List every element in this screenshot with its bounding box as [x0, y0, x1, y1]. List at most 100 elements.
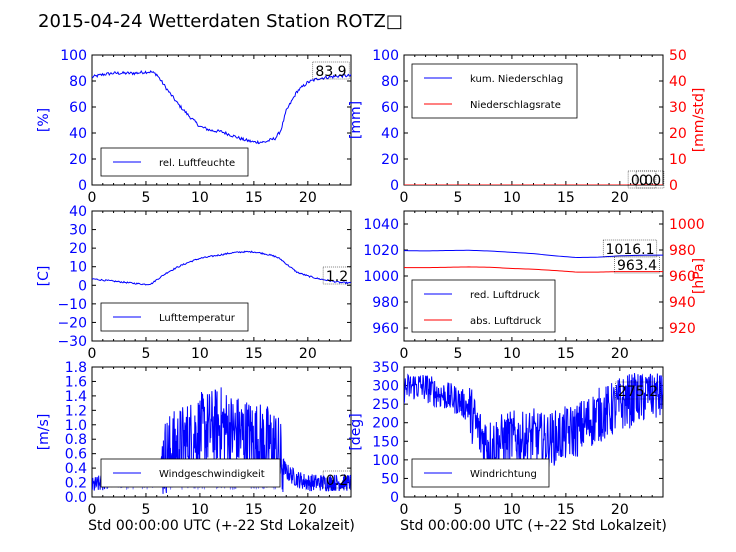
- value-annotation: 275.2: [618, 384, 658, 400]
- y-tick-label: 60: [381, 100, 399, 116]
- chart-precip: 0 5 10 15 20 0 20 40 60 80 100 [mm] 0 10 20 30 40 50 [mm/s…: [348, 48, 707, 206]
- x-tick-label: 20: [611, 346, 629, 362]
- x-axis-label: Std 00:00:00 UTC (+-22 Std Lokalzeit): [88, 518, 355, 534]
- x-tick-label: 15: [557, 502, 575, 518]
- x-axis-label: Std 00:00:00 UTC (+-22 Std Lokalzeit): [400, 518, 667, 534]
- legend-label: red. Luftdruck: [470, 290, 540, 301]
- series-line: [404, 373, 663, 469]
- legend-box: [411, 279, 556, 333]
- x-tick-label: 20: [611, 190, 629, 206]
- y-tick-label: 0.8: [65, 432, 87, 448]
- y-axis-label: [mm]: [348, 101, 364, 139]
- x-tick-label: 5: [453, 190, 462, 206]
- chart-wind_speed: 0 5 10 15 200.00.20.40.60.81.01.21.41.61.8[m…: [36, 360, 355, 534]
- y-tick-label: 1000: [363, 269, 399, 285]
- x-tick-label: 0: [88, 190, 97, 206]
- annotation-box: [614, 255, 660, 274]
- x-tick-label: 20: [299, 502, 317, 518]
- y-axis-label: [deg]: [348, 413, 364, 450]
- legend-label: kum. Niederschlag: [470, 74, 563, 85]
- y-tick-label: 50: [381, 471, 399, 487]
- y-right-tick-label: 980: [669, 243, 696, 259]
- x-tick-label: 5: [453, 502, 462, 518]
- y-tick-label: 960: [372, 321, 399, 337]
- annotation-box: [635, 170, 665, 189]
- y-tick-label: 250: [372, 397, 399, 413]
- series-line: [404, 249, 663, 259]
- legend-label: Niederschlagsrate: [470, 100, 561, 111]
- y-right-tick-label: 20: [669, 126, 687, 142]
- chart-temperature: 0 5 10 15 20 −30 −20 −10 0 10 20 30 40 [C] Lufttempera…: [36, 204, 352, 362]
- y-tick-label: 0: [78, 278, 87, 294]
- x-tick-label: 15: [245, 190, 263, 206]
- x-tick-label: 15: [245, 346, 263, 362]
- x-tick-label: 20: [299, 190, 317, 206]
- x-tick-label: 0: [400, 346, 409, 362]
- y-axis-label: [m/s]: [36, 414, 52, 451]
- y-tick-label: 20: [69, 152, 87, 168]
- value-annotation: 0.0: [639, 173, 661, 189]
- y-tick-label: 300: [372, 379, 399, 395]
- x-tick-label: 10: [503, 346, 521, 362]
- y-tick-label: 200: [372, 416, 399, 432]
- value-annotation: 963.4: [617, 258, 657, 274]
- x-tick-label: 0: [400, 190, 409, 206]
- y-tick-label: 1.4: [65, 389, 87, 405]
- value-annotation: 0.2: [326, 473, 348, 489]
- y-tick-label: 80: [69, 74, 87, 90]
- annotation-box: [602, 239, 658, 258]
- value-annotation: 1016.1: [606, 242, 655, 258]
- y-tick-label: 0.4: [65, 461, 87, 477]
- y-tick-label: 350: [372, 360, 399, 376]
- legend-label: Windrichtung: [470, 469, 537, 480]
- y-tick-label: 0.2: [65, 476, 87, 492]
- y-right-tick-label: 1000: [669, 217, 705, 233]
- y-tick-label: 40: [69, 126, 87, 142]
- y-tick-label: 100: [372, 453, 399, 469]
- y-tick-label: 40: [381, 126, 399, 142]
- y-tick-label: −30: [57, 334, 87, 350]
- x-tick-label: 15: [557, 346, 575, 362]
- annotation-box: [312, 61, 350, 80]
- series-line: [92, 250, 351, 286]
- y-right-tick-label: 50: [669, 48, 687, 64]
- y-tick-label: 1020: [363, 243, 399, 259]
- x-tick-label: 5: [141, 502, 150, 518]
- y-axis-label: [C]: [36, 266, 52, 287]
- y-tick-label: 1.2: [65, 403, 87, 419]
- y-tick-label: 1.0: [65, 418, 87, 434]
- series-line: [404, 266, 663, 273]
- y-tick-label: 0.6: [65, 447, 87, 463]
- annotation-box: [322, 470, 352, 489]
- y-tick-label: 60: [69, 100, 87, 116]
- figure-title: 2015-04-24 Wetterdaten Station ROTZ□: [38, 11, 403, 32]
- y-tick-label: −20: [57, 315, 87, 331]
- x-tick-label: 0: [88, 502, 97, 518]
- y-tick-label: 20: [381, 152, 399, 168]
- x-tick-label: 5: [141, 346, 150, 362]
- y-tick-label: 100: [372, 48, 399, 64]
- y-tick-label: 80: [381, 74, 399, 90]
- y-right-tick-label: 10: [669, 152, 687, 168]
- annotation-box: [615, 381, 661, 400]
- y-tick-label: 980: [372, 295, 399, 311]
- x-tick-label: 10: [503, 190, 521, 206]
- y-tick-label: −10: [57, 297, 87, 313]
- legend-box: [411, 63, 578, 119]
- y-right-tick-label: 940: [669, 295, 696, 311]
- y-tick-label: 0: [390, 178, 399, 194]
- y-right-axis-label: [mm/std]: [691, 88, 707, 153]
- y-tick-label: 10: [69, 260, 87, 276]
- x-tick-label: 15: [245, 502, 263, 518]
- x-tick-label: 20: [611, 502, 629, 518]
- series-line: [92, 70, 351, 145]
- y-tick-label: 0: [390, 490, 399, 506]
- x-tick-label: 10: [191, 502, 209, 518]
- y-tick-label: 1.8: [65, 360, 87, 376]
- y-tick-label: 20: [69, 241, 87, 257]
- x-tick-label: 10: [191, 190, 209, 206]
- y-right-tick-label: 960: [669, 269, 696, 285]
- y-tick-label: 1.6: [65, 374, 87, 390]
